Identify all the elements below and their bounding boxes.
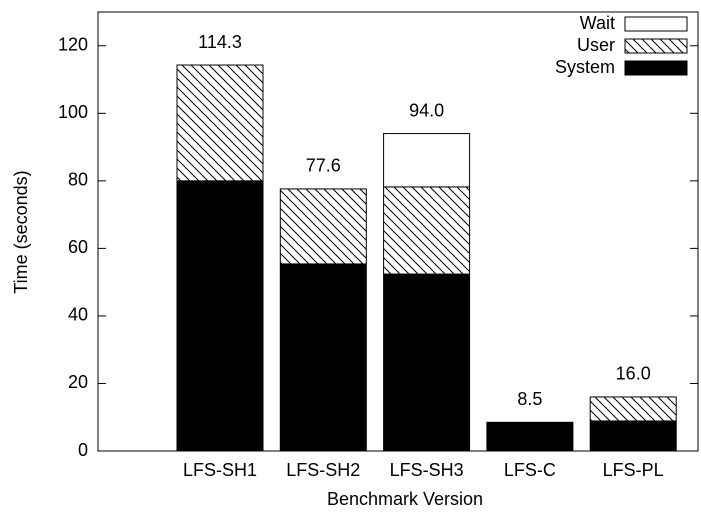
- bar-segment: [589, 420, 677, 452]
- legend-label: Wait: [580, 13, 615, 33]
- bar-segment: [176, 64, 264, 182]
- y-tick-label: 20: [68, 372, 88, 392]
- x-tick-label: LFS-SH3: [390, 460, 464, 480]
- bar-segment: [486, 421, 574, 452]
- bar-segment: [383, 133, 471, 188]
- x-axis-label: Benchmark Version: [327, 489, 483, 509]
- y-tick-label: 120: [58, 35, 88, 55]
- y-tick-label: 60: [68, 237, 88, 257]
- legend-swatch: [624, 16, 688, 32]
- x-tick-label: LFS-SH2: [286, 460, 360, 480]
- x-tick-label: LFS-SH1: [183, 460, 257, 480]
- bar-segment: [383, 273, 471, 452]
- bar-segment: [589, 396, 677, 422]
- legend-swatch: [624, 60, 688, 76]
- total-label: 77.6: [306, 156, 341, 176]
- total-label: 94.0: [409, 100, 444, 120]
- total-label: 114.3: [198, 32, 242, 52]
- y-tick-label: 40: [68, 305, 88, 325]
- x-tick-label: LFS-PL: [603, 460, 664, 480]
- bar-segment: [279, 188, 367, 265]
- x-tick-label: LFS-C: [504, 460, 556, 480]
- legend-label: System: [555, 57, 615, 77]
- bar-segment: [383, 186, 471, 275]
- y-tick-label: 100: [58, 102, 88, 122]
- legend-swatch: [624, 38, 688, 54]
- bar-segment: [279, 263, 367, 452]
- bar-segment: [176, 180, 264, 452]
- legend-label: User: [577, 35, 615, 55]
- plot-frame: [97, 11, 699, 452]
- total-label: 16.0: [616, 364, 651, 384]
- y-tick-label: 80: [68, 170, 88, 190]
- y-tick-label: 0: [78, 440, 88, 460]
- y-axis-label: Time (seconds): [11, 170, 31, 293]
- total-label: 8.5: [517, 389, 542, 409]
